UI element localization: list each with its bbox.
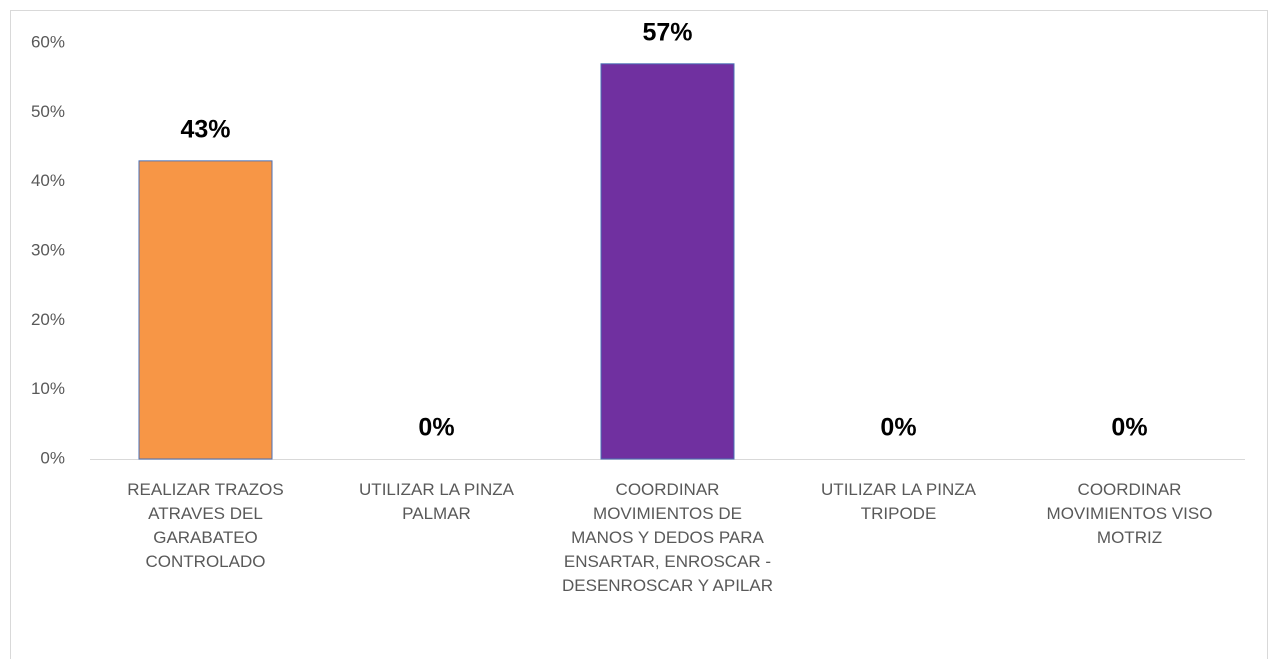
y-tick-label: 10% <box>31 379 65 398</box>
x-tick-label: UTILIZAR LA PINZA PALMAR <box>359 480 514 523</box>
bar <box>600 63 735 460</box>
y-tick-label: 20% <box>31 310 65 329</box>
value-label: 0% <box>880 414 916 442</box>
x-tick-label: REALIZAR TRAZOS ATRAVES DEL GARABATEO CO… <box>127 480 284 571</box>
bar <box>138 160 273 460</box>
y-tick-label: 60% <box>31 32 65 51</box>
y-tick-label: 0% <box>40 448 65 467</box>
chart-frame <box>10 10 1268 659</box>
value-label: 0% <box>418 414 454 442</box>
y-tick-label: 30% <box>31 240 65 259</box>
value-label: 57% <box>642 18 692 46</box>
y-tick-label: 50% <box>31 102 65 121</box>
x-tick-label: COORDINAR MOVIMIENTOS VISO MOTRIZ <box>1046 480 1213 547</box>
y-tick-label: 40% <box>31 171 65 190</box>
value-label: 0% <box>1111 414 1147 442</box>
x-tick-label: UTILIZAR LA PINZA TRIPODE <box>821 480 976 523</box>
value-label: 43% <box>180 115 230 143</box>
x-tick-label: COORDINAR MOVIMIENTOS DE MANOS Y DEDOS P… <box>561 480 773 595</box>
